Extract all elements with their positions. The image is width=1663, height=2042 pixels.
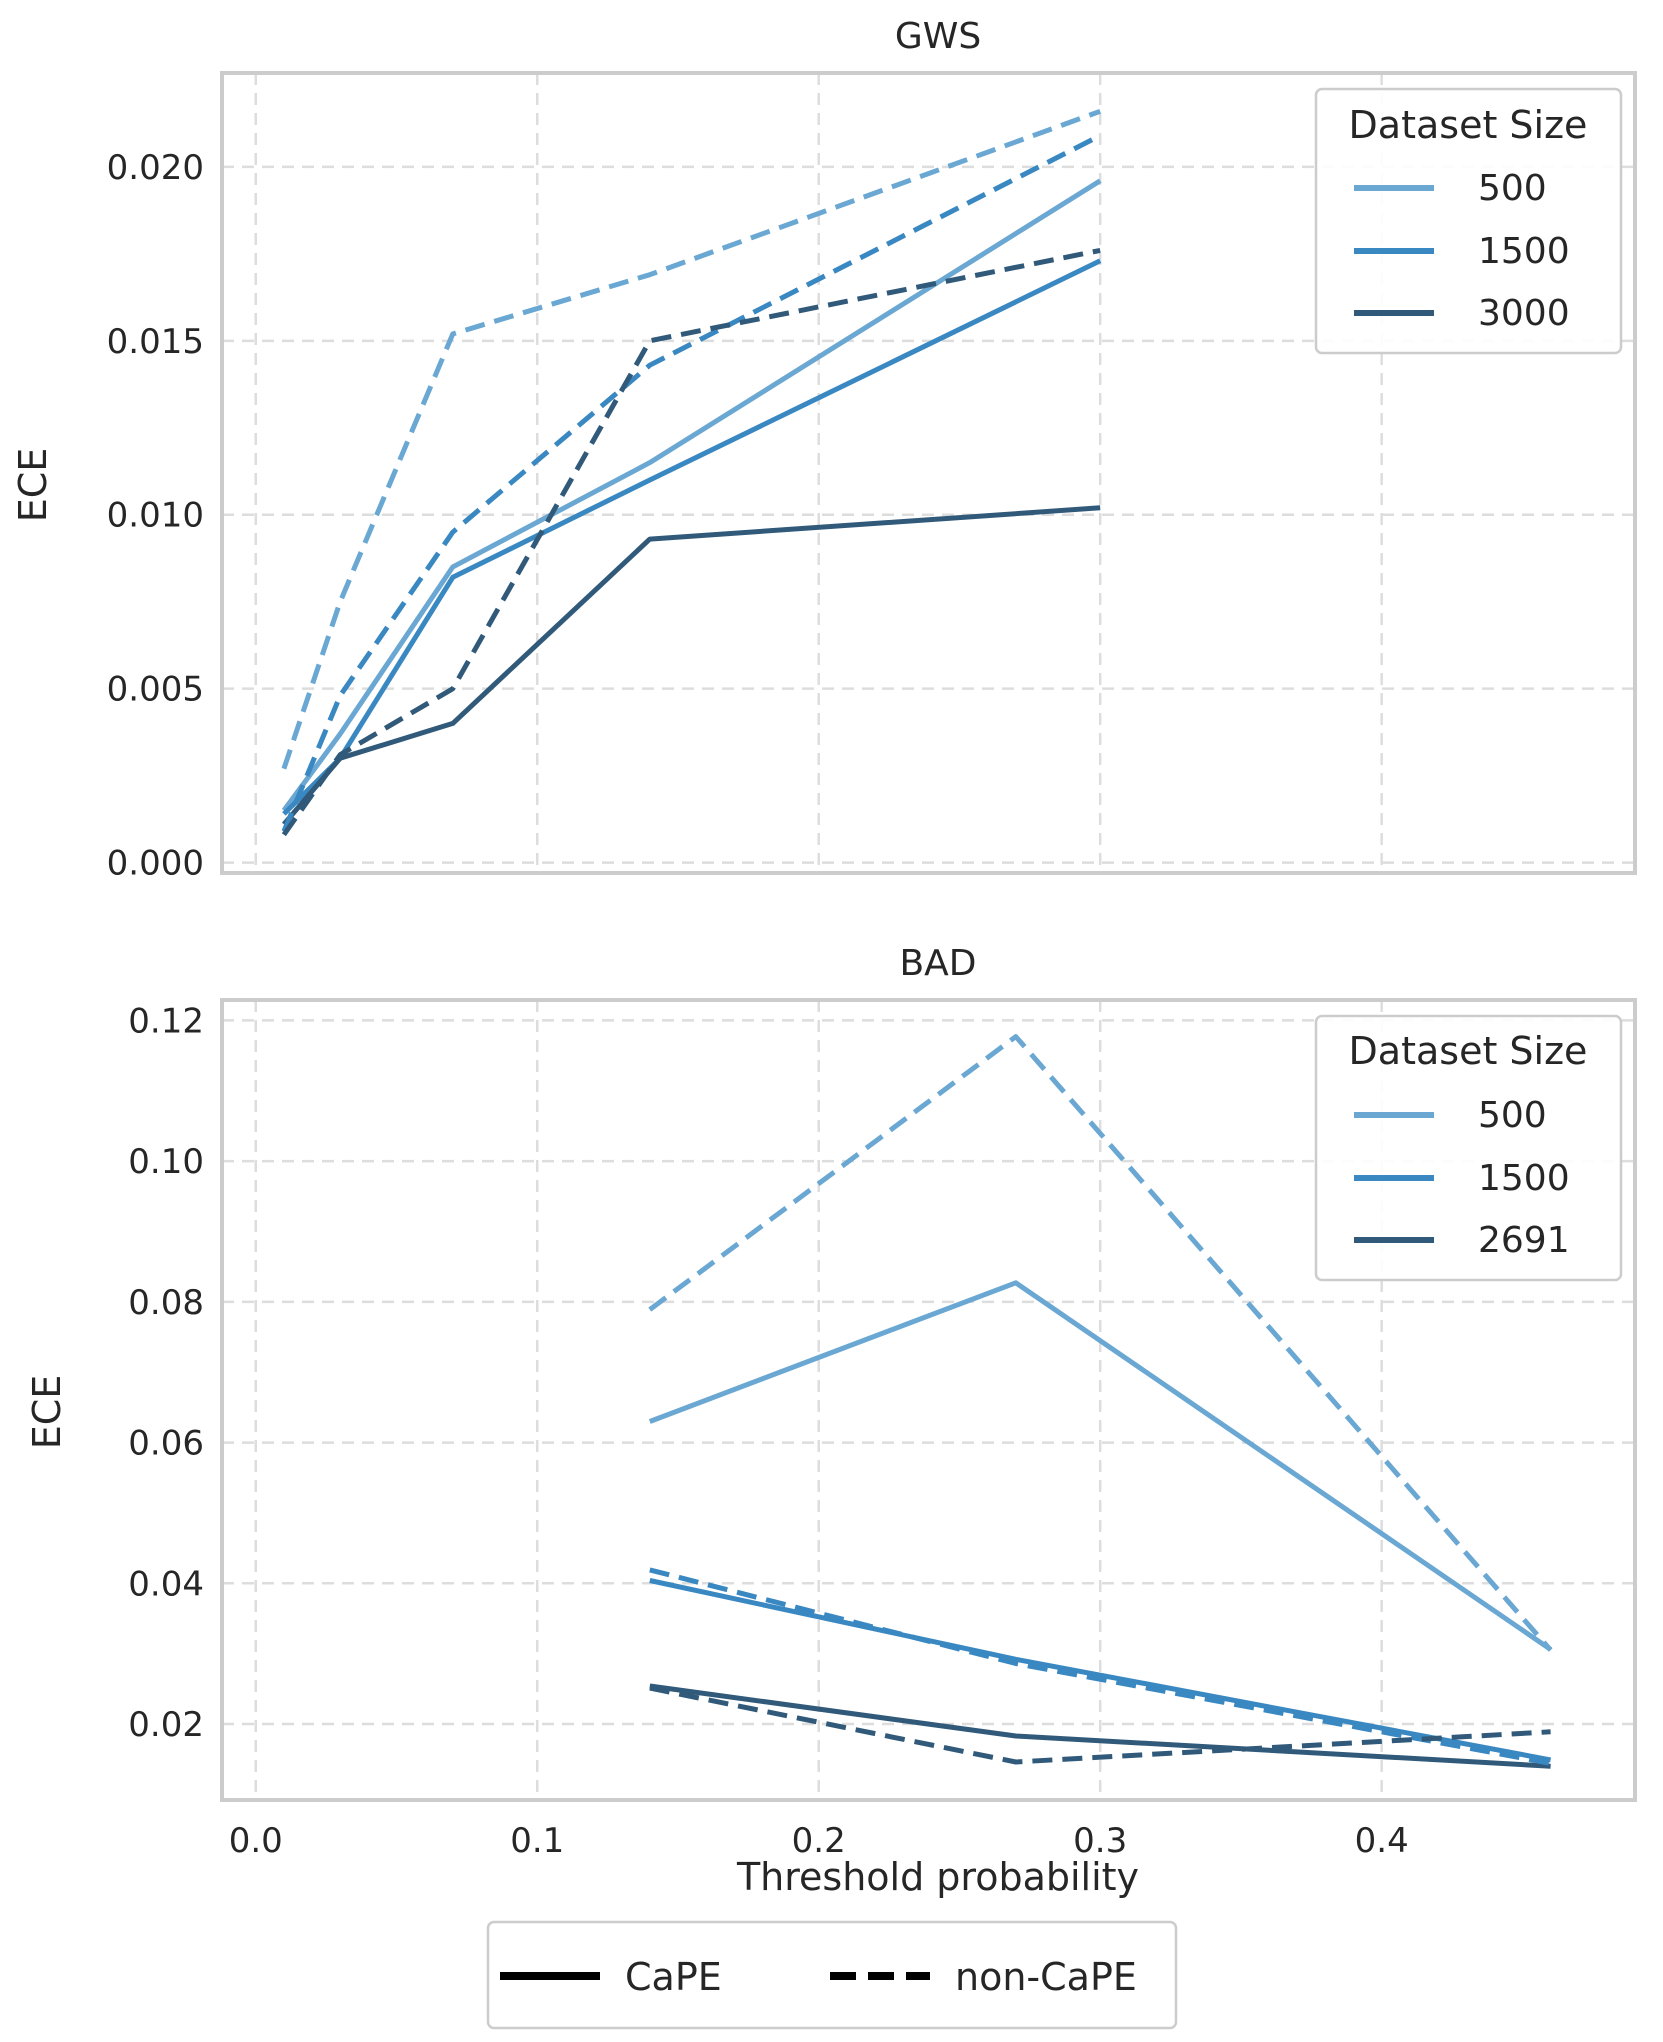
bad-line-2691-non-cape — [649, 1685, 1551, 1765]
gws-legend-title: Dataset Size — [1349, 103, 1588, 147]
bad-plot-frame — [220, 998, 1637, 1802]
x-axis-label: Threshold probability — [736, 1855, 1139, 1899]
bad-y-tick-label: 0.04 — [128, 1564, 204, 1604]
bad-legend-label-1500: 1500 — [1478, 1158, 1570, 1199]
bad-y-tick-label: 0.06 — [128, 1424, 204, 1464]
bad-legend-label-2691: 2691 — [1478, 1220, 1570, 1261]
style-legend-label-cape: CaPE — [625, 1955, 722, 1999]
gws-y-tick-label: 0.010 — [107, 496, 204, 536]
bad-y-tick-label: 0.10 — [128, 1142, 204, 1182]
bad-grid — [222, 1000, 1635, 1800]
bad-x-ticks: 0.0 0.1 0.2 0.3 0.4 — [229, 1821, 1409, 1861]
bad-y-tick-label: 0.12 — [128, 1001, 204, 1041]
gws-legend-box — [1314, 87, 1623, 355]
gws-y-tick-label: 0.020 — [107, 148, 204, 188]
gws-y-ticks: 0.000 0.005 0.010 0.015 0.020 — [107, 148, 204, 884]
bad-x-tick-label: 0.2 — [792, 1821, 846, 1861]
bad-x-tick-label: 0.1 — [510, 1821, 564, 1861]
gws-line-3000-non-cape — [281, 247, 1101, 837]
gws-panel: GWS ECE 0.000 0.005 0.010 0.015 0.020 Datase… — [11, 16, 1637, 884]
bad-y-tick-label: 0.08 — [128, 1283, 204, 1323]
gws-line-1500-non-cape — [281, 133, 1102, 833]
bad-series — [648, 1034, 1553, 1769]
bad-x-tick-label: 0.0 — [229, 1821, 283, 1861]
bad-panel: BAD ECE 0.020.040.060.080.100.12 0.0 0.1 0… — [25, 943, 1637, 1861]
gws-line-500-cape — [281, 178, 1102, 812]
gws-legend-label-1500: 1500 — [1478, 231, 1570, 272]
bad-legend-box — [1314, 1014, 1623, 1282]
gws-y-axis-label: ECE — [11, 448, 55, 523]
bad-line-2691-cape — [649, 1683, 1551, 1769]
gws-title: GWS — [895, 16, 981, 57]
bad-legend: Dataset Size 500 1500 2691 — [1314, 1014, 1623, 1282]
bad-y-axis-label: ECE — [25, 1375, 69, 1450]
bad-line-500-non-cape — [648, 1034, 1553, 1652]
gws-line-500-non-cape — [281, 108, 1102, 770]
gws-legend-label-3000: 3000 — [1478, 293, 1570, 334]
bad-x-tick-label: 0.3 — [1073, 1821, 1127, 1861]
bad-legend-title: Dataset Size — [1349, 1029, 1588, 1073]
bad-legend-label-500: 500 — [1478, 1095, 1547, 1136]
bad-line-1500-non-cape — [649, 1567, 1552, 1766]
bad-x-tick-label: 0.4 — [1355, 1821, 1409, 1861]
gws-grid — [222, 73, 1635, 873]
bad-line-1500-cape — [649, 1578, 1552, 1763]
gws-series — [281, 108, 1102, 837]
style-legend-label-non-cape: non-CaPE — [955, 1955, 1137, 1999]
bad-line-500-cape — [648, 1280, 1553, 1652]
bad-y-ticks: 0.02 0.04 0.06 0.08 0.10 0.12 — [128, 1001, 204, 1745]
style-legend: CaPE non-CaPE — [486, 1920, 1178, 2030]
gws-plot-frame — [220, 71, 1637, 875]
bad-y-tick-label: 0.02 — [128, 1705, 204, 1745]
gws-y-tick-label: 0.000 — [107, 844, 204, 884]
gws-legend-label-500: 500 — [1478, 168, 1547, 209]
bad-title: BAD — [899, 943, 976, 984]
gws-y-tick-label: 0.005 — [107, 670, 204, 710]
gws-y-tick-label: 0.015 — [107, 322, 204, 362]
gws-legend: Dataset Size 500 1500 3000 — [1314, 87, 1623, 355]
